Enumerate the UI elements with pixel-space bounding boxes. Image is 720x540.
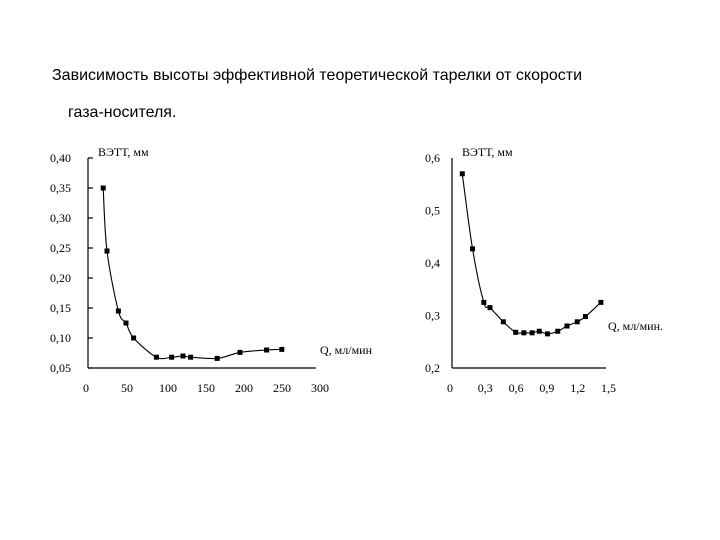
chart1-y-tick-label: 0,25	[50, 241, 71, 255]
chart2-data-point	[544, 331, 550, 337]
chart2-y-tick-label: 0,6	[425, 151, 440, 165]
chart2-x-tick-label: 1,5	[601, 381, 616, 395]
chart1-y-axis-label: ВЭТТ, мм	[98, 145, 149, 159]
chart1-x-tick-label: 0	[83, 381, 89, 395]
chart1-y-tick-label: 0,10	[50, 331, 71, 345]
chart2-x-tick-label: 1,2	[570, 381, 585, 395]
chart2-x-tick-label: 0,9	[539, 381, 554, 395]
chart1-x-tick-label: 50	[121, 381, 133, 395]
chart1-data-point	[214, 355, 220, 361]
chart1-data-point	[153, 354, 159, 360]
chart1-data-point	[180, 353, 186, 359]
chart2-data-point	[500, 319, 506, 325]
chart1-x-tick-label: 100	[159, 381, 177, 395]
chart1-data-point	[169, 354, 175, 360]
chart1-data-point	[188, 354, 194, 360]
chart2-y-tick-label: 0,2	[425, 361, 440, 375]
chart1-x-axis-label: Q, мл/мин	[320, 343, 373, 357]
chart1-data-point	[104, 248, 110, 254]
chart2-y-axis-label: ВЭТТ, мм	[462, 145, 513, 159]
chart1-data-point	[115, 308, 121, 314]
chart2-data-point	[529, 330, 535, 336]
chart2-data-point	[536, 328, 542, 334]
chart2-data-point	[564, 323, 570, 329]
slide-title-line-2: газа-носителя.	[68, 104, 177, 121]
chart2-data-point	[521, 330, 527, 336]
chart2-data-point	[481, 299, 487, 305]
chart1-x-tick-label: 300	[311, 381, 329, 395]
chart2-data-point	[470, 246, 476, 252]
chart1-series-line	[102, 187, 282, 360]
chart2-data-point	[513, 329, 519, 335]
chart2-y-tick-label: 0,3	[425, 309, 440, 323]
chart1-y-tick-label: 0,40	[50, 151, 71, 165]
chart2-data-point	[574, 319, 580, 325]
chart2-data-point	[555, 328, 561, 334]
chart1-data-point	[279, 346, 285, 352]
chart1-x-tick-label: 250	[273, 381, 291, 395]
chart2-series-line	[461, 173, 602, 335]
chart1-x-tick-label: 200	[235, 381, 253, 395]
chart2-data-point	[487, 305, 493, 311]
chart2-y-tick-label: 0,4	[425, 256, 440, 270]
chart1-y-tick-label: 0,20	[50, 271, 71, 285]
chart1-y-tick-label: 0,15	[50, 301, 71, 315]
chart1-data-point	[264, 347, 270, 353]
chart2-x-tick-label: 0	[447, 381, 453, 395]
chart1-x-tick-label: 150	[197, 381, 215, 395]
chart1-data-point	[123, 320, 129, 326]
chart2-data-point	[598, 299, 604, 305]
chart2-x-axis-label: Q, мл/мин.	[608, 319, 663, 333]
chart1-data-point	[131, 335, 137, 341]
slide-title-line-1: Зависимость высоты эффективной теоретиче…	[52, 67, 583, 84]
chart1-y-tick-label: 0,30	[50, 211, 71, 225]
chart1-data-point	[100, 185, 106, 191]
chart2-x-tick-label: 0,3	[478, 381, 493, 395]
chart1-y-tick-label: 0,05	[50, 361, 71, 375]
chart2-data-point	[459, 171, 465, 177]
chart2-x-tick-label: 0,6	[509, 381, 524, 395]
chart1-y-tick-label: 0,35	[50, 181, 71, 195]
chart1-data-point	[237, 349, 243, 355]
chart2-y-tick-label: 0,5	[425, 204, 440, 218]
chart2-data-point	[582, 314, 588, 320]
